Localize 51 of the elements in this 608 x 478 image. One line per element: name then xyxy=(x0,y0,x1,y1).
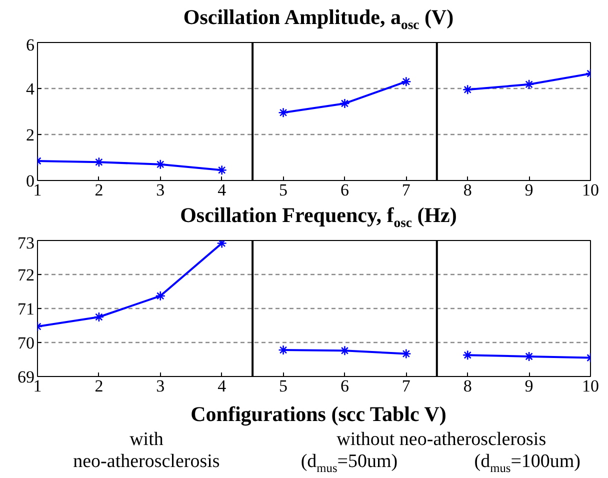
y-tick-label: 73 xyxy=(18,234,34,252)
y-tick-label: 4 xyxy=(26,80,35,98)
x-tick-label: 1 xyxy=(33,180,42,200)
chart-title: Oscillation Amplitude, a$_{osc}$ (V) xyxy=(182,5,455,34)
y-tick-label: 0 xyxy=(26,172,34,190)
x-tick-label: 7 xyxy=(402,180,411,200)
x-tick-label: 3 xyxy=(156,180,165,200)
point xyxy=(216,240,227,248)
x-tick-label: 2 xyxy=(94,376,104,396)
x-tick-label: 7 xyxy=(402,376,411,396)
text: (d$_{mus}$=50um) xyxy=(300,451,398,475)
y-tick-label: 70 xyxy=(18,334,34,352)
point xyxy=(155,290,166,302)
text: (d$_{mus}$=100um) xyxy=(474,451,581,475)
x-axis-title: Configurations (scc Tablc V) xyxy=(190,401,448,428)
point xyxy=(340,346,350,356)
x-tick-label: 4 xyxy=(218,376,227,396)
point xyxy=(401,348,412,359)
point xyxy=(462,350,473,360)
text: with neo-atherosclerosis xyxy=(72,429,221,473)
x-tick-label: 9 xyxy=(524,376,534,396)
x-tick-label: 8 xyxy=(463,180,472,200)
point xyxy=(401,76,412,87)
y-tick-label: 71 xyxy=(18,300,34,318)
point xyxy=(524,351,534,362)
x-tick-label: 4 xyxy=(218,180,227,200)
y-tick-label: 2 xyxy=(26,126,34,144)
y-tick-label: 69 xyxy=(18,368,34,386)
point xyxy=(278,344,288,356)
point xyxy=(216,165,227,176)
x-tick-label: 10 xyxy=(582,376,599,396)
y-tick-label: 72 xyxy=(18,266,34,284)
text: without neo-atherosclerosis xyxy=(336,429,548,451)
x-tick-label: 1 xyxy=(33,376,42,396)
x-tick-label: 10 xyxy=(582,180,599,200)
point xyxy=(462,84,473,95)
x-tick-label: 6 xyxy=(340,180,349,200)
point xyxy=(524,79,534,90)
point xyxy=(278,108,288,118)
y-tick-label: 6 xyxy=(26,36,34,54)
chart-title: Oscillation Frequency, f$_{osc}$ (Hz) xyxy=(179,203,458,232)
point xyxy=(94,312,104,322)
x-tick-label: 9 xyxy=(524,180,534,200)
x-tick-label: 6 xyxy=(340,376,349,396)
x-tick-label: 5 xyxy=(279,180,288,200)
point xyxy=(340,98,350,109)
x-tick-label: 3 xyxy=(156,376,165,396)
x-tick-label: 5 xyxy=(279,376,288,396)
point xyxy=(155,159,166,170)
x-tick-label: 2 xyxy=(94,180,104,200)
x-tick-label: 8 xyxy=(463,376,472,396)
